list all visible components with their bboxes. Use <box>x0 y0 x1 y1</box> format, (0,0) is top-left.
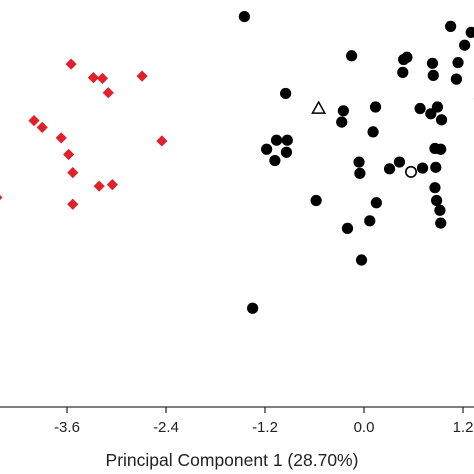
circle-point <box>435 217 447 229</box>
diamond-point <box>36 121 48 133</box>
diamond-point <box>156 135 168 147</box>
circle-point <box>336 116 348 128</box>
circle-point <box>369 101 382 113</box>
circle-point <box>401 51 413 63</box>
open-circle-point <box>405 165 418 178</box>
circle-point <box>450 73 462 85</box>
circle-point <box>393 156 406 168</box>
circle-point <box>416 162 429 174</box>
circle-point <box>459 39 471 51</box>
x-axis-ticks: -3.6 -2.4 -1.2 0.0 1.2 <box>54 407 473 436</box>
circle-point <box>430 161 442 173</box>
circle-point <box>465 26 474 39</box>
circle-point <box>261 143 273 155</box>
diamond-point <box>136 70 148 82</box>
diamond-point <box>93 180 105 192</box>
diamond-point <box>63 148 75 161</box>
circle-point <box>414 102 426 115</box>
circle-point <box>337 105 349 117</box>
circle-point <box>434 204 446 216</box>
plot-area <box>0 10 474 314</box>
circle-point <box>270 134 283 146</box>
circle-point <box>425 108 437 120</box>
circle-point <box>426 57 439 69</box>
diamond-point <box>102 87 114 99</box>
circle-point <box>281 134 293 146</box>
diamond-point <box>106 179 118 191</box>
circle-point <box>435 114 448 126</box>
circle-point <box>353 156 365 168</box>
x-tick-label: -1.2 <box>252 419 278 436</box>
circle-point <box>452 56 464 69</box>
circle-point <box>427 69 439 81</box>
circle-point <box>238 10 250 23</box>
diamond-point <box>67 166 79 179</box>
circle-point <box>341 222 354 234</box>
diamond-point <box>0 194 3 200</box>
circle-point <box>310 194 322 207</box>
circle-point <box>429 142 441 155</box>
circle-point <box>397 66 409 78</box>
circle-point <box>445 20 457 32</box>
circle-point <box>280 146 293 158</box>
open-triangle-point <box>311 100 327 114</box>
diamond-point <box>65 58 77 70</box>
x-tick-label: -3.6 <box>54 419 80 436</box>
x-axis-title: Principal Component 1 (28.70%) <box>106 450 359 470</box>
circle-point <box>367 126 379 138</box>
diamond-point <box>28 114 40 127</box>
circle-point <box>355 254 368 266</box>
diamond-point <box>87 72 99 84</box>
x-tick-label: -2.4 <box>153 419 179 436</box>
circle-point <box>280 87 292 100</box>
diamond-point <box>96 72 109 84</box>
circle-point <box>370 197 382 209</box>
circle-point <box>429 182 441 194</box>
x-tick-label: 1.2 <box>453 419 474 436</box>
circle-point <box>431 194 443 207</box>
circle-point <box>354 167 366 179</box>
diamond-point <box>55 132 67 144</box>
circle-point <box>269 154 281 167</box>
circle-point <box>364 215 376 227</box>
x-tick-label: 0.0 <box>354 419 375 436</box>
circle-point <box>346 50 358 62</box>
diamond-point <box>67 198 79 210</box>
circle-point <box>383 163 396 175</box>
circle-point <box>247 302 259 314</box>
